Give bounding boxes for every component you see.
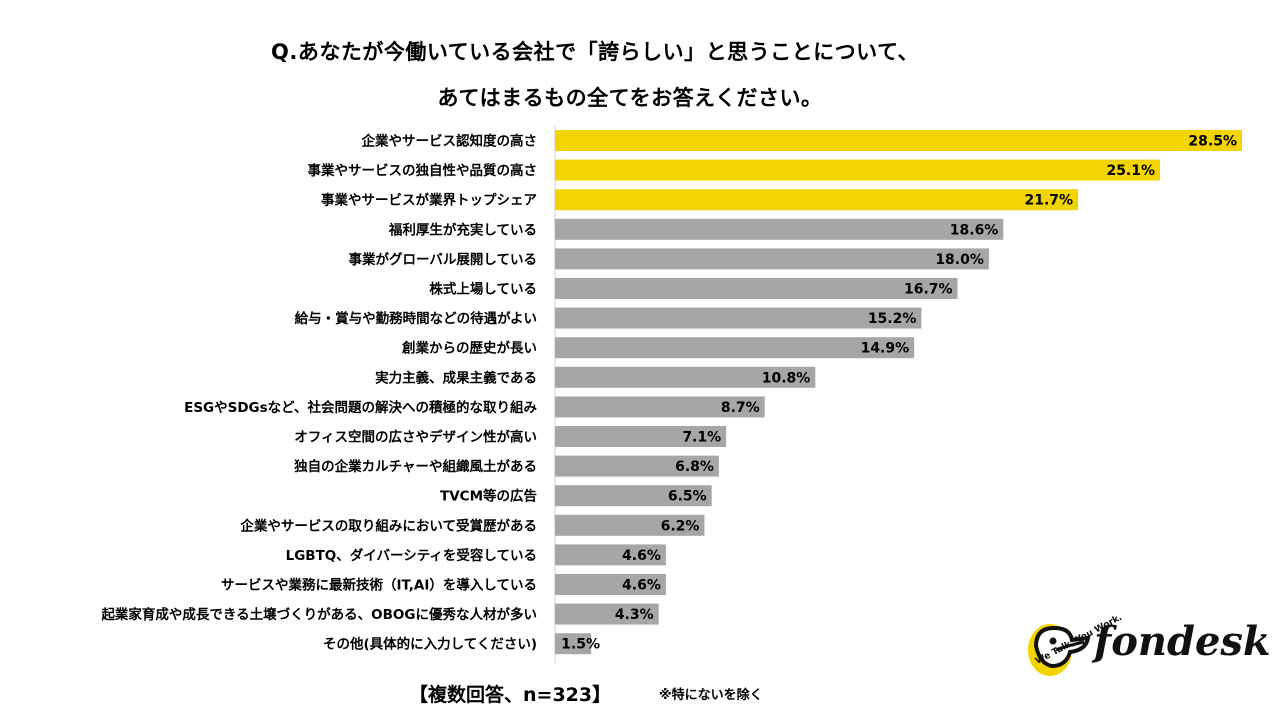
value-label-17: 4.3%	[615, 607, 654, 623]
category-label-17: 起業家育成や成長できる土壌づくりがある、OBOGに優秀な人材が多い	[100, 606, 537, 623]
bar-8	[555, 337, 915, 359]
value-label-5: 18.0%	[935, 252, 984, 268]
category-label-9: 実力主義、成果主義である	[375, 369, 537, 386]
bar-11	[555, 426, 727, 447]
category-label-12: 独自の企業カルチャーや組織風土がある	[294, 458, 537, 475]
bar-6	[555, 278, 958, 299]
bar-18	[555, 633, 592, 655]
pelican-logo-icon	[1028, 624, 1091, 676]
category-label-11: オフィス空間の広さやデザイン性が高い	[294, 429, 537, 446]
category-label-13: TVCM等の広告	[440, 488, 537, 505]
value-label-18: 1.5%	[561, 637, 600, 653]
bar-13	[555, 485, 712, 507]
value-label-8: 14.9%	[861, 341, 910, 357]
value-label-11: 7.1%	[682, 430, 721, 446]
bar-12	[555, 455, 719, 477]
category-label-7: 給与・賞与や勤務時間などの待遇がよい	[295, 310, 537, 327]
category-label-16: サービスや業務に最新技術（IT,AI）を導入している	[221, 577, 537, 594]
bar-2	[555, 159, 1161, 181]
value-label-13: 6.5%	[668, 489, 707, 505]
bar-1	[555, 130, 1242, 151]
category-label-4: 福利厚生が充実している	[388, 221, 537, 238]
bar-7	[555, 307, 922, 329]
logo-wordmark: fondesk	[1094, 618, 1271, 665]
category-label-3: 事業やサービスが業界トップシェア	[321, 192, 537, 209]
category-label-2: 事業やサービスの独自性や品質の高さ	[308, 162, 538, 179]
chart-title-line-1: Q.あなたが今働いている会社で「誇らしい」と思うことについて、	[270, 40, 920, 64]
value-label-3: 21.7%	[1025, 193, 1074, 209]
category-label-10: ESGやSDGsなど、社会問題の解決への積極的な取り組み	[184, 399, 537, 416]
fondesk-logo: We Talk, You Work. fondesk	[1026, 613, 1271, 686]
exclusion-note: ※特にないを除く	[659, 688, 763, 703]
bar-9	[555, 366, 816, 388]
value-label-16: 4.6%	[622, 578, 661, 594]
category-label-6: 株式上場している	[429, 281, 537, 298]
bar-17	[555, 603, 659, 625]
category-label-15: LGBTQ、ダイバーシティを受容している	[286, 547, 537, 564]
value-label-10: 8.7%	[721, 400, 760, 416]
value-label-2: 25.1%	[1106, 163, 1155, 179]
value-label-7: 15.2%	[868, 311, 917, 327]
value-label-14: 6.2%	[661, 518, 700, 534]
value-label-12: 6.8%	[675, 459, 714, 475]
value-label-9: 10.8%	[762, 370, 811, 386]
category-label-1: 企業やサービス認知度の高さ	[361, 133, 538, 150]
bar-16	[555, 574, 666, 595]
sample-size-note: 【複数回答、n=323】	[409, 684, 612, 706]
bar-5	[555, 248, 989, 270]
chart-title-line-2: あてはまるもの全てをお答えください。	[437, 86, 823, 110]
value-label-1: 28.5%	[1188, 134, 1237, 150]
bar-14	[555, 514, 705, 536]
bar-4	[555, 218, 1004, 240]
value-label-4: 18.6%	[950, 222, 999, 238]
category-label-14: 企業やサービスの取り組みにおいて受賞歴がある	[239, 517, 537, 534]
bar-3	[555, 189, 1079, 211]
value-label-15: 4.6%	[622, 548, 661, 564]
bar-10	[555, 396, 765, 418]
bar-15	[555, 544, 666, 566]
category-label-5: 事業がグローバル展開している	[349, 251, 537, 268]
category-label-8: 創業からの歴史が長い	[401, 340, 537, 357]
value-label-6: 16.7%	[904, 282, 953, 298]
category-label-18: その他(具体的に入力してください)	[323, 636, 537, 653]
